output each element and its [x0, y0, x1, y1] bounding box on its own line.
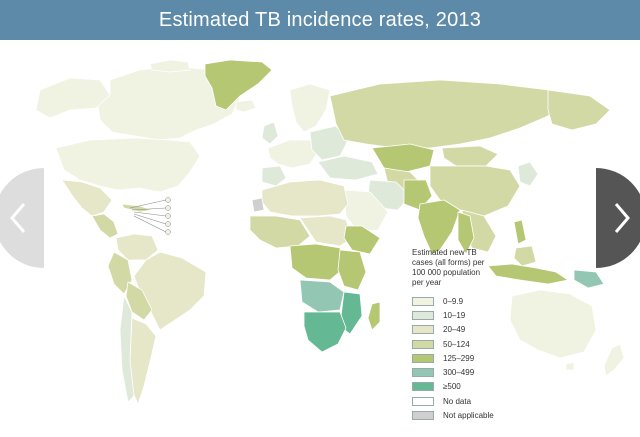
region-russia-far-east [547, 89, 611, 131]
region-png [573, 269, 605, 289]
region-mozambique [339, 291, 363, 335]
region-angola-zambia [299, 279, 345, 313]
region-arabia [343, 189, 389, 233]
region-bolivia-paraguay [125, 281, 153, 321]
legend-label: 125–299 [443, 353, 475, 363]
region-caribbean [121, 203, 153, 213]
region-iceland [235, 99, 257, 113]
page-title-bar: Estimated TB incidence rates, 2013 [0, 0, 640, 40]
legend-item: Not applicable [412, 408, 532, 422]
region-iberia [261, 165, 287, 187]
region-western-europe [267, 139, 319, 169]
region-scandinavia [289, 83, 331, 133]
legend-item: No data [412, 394, 532, 408]
legend-swatch [412, 411, 434, 421]
region-chile [119, 295, 135, 403]
region-kazakhstan [371, 143, 435, 173]
chevron-left-icon [0, 168, 44, 268]
legend-items: 0–9.9 10–19 20–49 50–124 125–299 300–499 ≥500 N… [412, 294, 532, 423]
region-china [429, 165, 521, 217]
region-myanmar-thailand [457, 211, 475, 255]
legend-swatch [412, 353, 434, 363]
next-slide-button[interactable] [596, 168, 640, 268]
legend-label: 0–9.9 [443, 296, 464, 306]
legend-label: 300–499 [443, 368, 475, 378]
region-borneo [513, 245, 537, 267]
legend-title-line: cases (all forms) per [412, 258, 485, 267]
legend-swatch [412, 296, 434, 306]
region-east-africa [337, 249, 367, 291]
region-greenland [204, 59, 273, 111]
region-sahel-sudan [299, 215, 353, 247]
legend-swatch [412, 339, 434, 349]
legend-label: 20–49 [443, 325, 466, 335]
region-argentina [129, 317, 157, 405]
region-canada-islands [149, 59, 191, 73]
region-west-africa [249, 215, 311, 249]
legend-title-line: Estimated new TB [412, 248, 477, 257]
region-indonesia [487, 263, 569, 285]
region-horn-of-africa [343, 225, 381, 255]
region-korea-japan [517, 161, 539, 187]
legend-swatch [412, 382, 434, 392]
region-western-sahara [251, 197, 265, 213]
previous-slide-button[interactable] [0, 168, 44, 268]
region-north-africa [261, 179, 349, 217]
region-uk [261, 121, 279, 145]
world-map [0, 40, 640, 432]
legend-label: 50–124 [443, 339, 470, 349]
region-canada [97, 65, 241, 141]
legend-label: No data [443, 396, 472, 406]
caribbean-callout-circles [165, 197, 171, 235]
region-australia [509, 289, 597, 359]
legend-item: 0–9.9 [412, 294, 532, 308]
region-southern-africa [303, 311, 347, 353]
region-philippines [513, 219, 527, 245]
region-central-africa [289, 243, 345, 281]
legend-title-line: 100 000 population [412, 268, 481, 277]
map-legend: Estimated new TB cases (all forms) per 1… [412, 248, 532, 423]
legend-swatch [412, 368, 434, 378]
legend-item: 50–124 [412, 337, 532, 351]
legend-swatch [412, 396, 434, 406]
region-usa [55, 137, 201, 193]
region-mexico [61, 179, 113, 217]
legend-item: 300–499 [412, 365, 532, 379]
legend-item: 10–19 [412, 308, 532, 322]
legend-label: 10–19 [443, 310, 466, 320]
region-russia [329, 79, 561, 149]
legend-item: 20–49 [412, 323, 532, 337]
caribbean-callout-lines [129, 199, 167, 233]
region-mongolia [441, 145, 499, 167]
region-colombia-venezuela [115, 233, 159, 261]
region-eastern-europe [309, 125, 349, 161]
region-central-america [91, 213, 119, 239]
region-madagascar [367, 301, 381, 331]
legend-label: Not applicable [443, 411, 494, 421]
region-balkans-turkey [317, 155, 379, 181]
chevron-right-icon [596, 168, 640, 268]
legend-item: 125–299 [412, 351, 532, 365]
page-title: Estimated TB incidence rates, 2013 [158, 8, 482, 31]
region-peru [107, 251, 133, 295]
legend-title-line: per year [412, 278, 442, 287]
legend-item: ≥500 [412, 380, 532, 394]
region-new-zealand [603, 343, 625, 377]
region-india [417, 199, 461, 255]
legend-title: Estimated new TB cases (all forms) per 1… [412, 248, 532, 288]
region-tasmania [565, 361, 575, 371]
legend-label: ≥500 [443, 382, 461, 392]
legend-swatch [412, 310, 434, 320]
legend-swatch [412, 325, 434, 335]
region-alaska [35, 77, 111, 119]
